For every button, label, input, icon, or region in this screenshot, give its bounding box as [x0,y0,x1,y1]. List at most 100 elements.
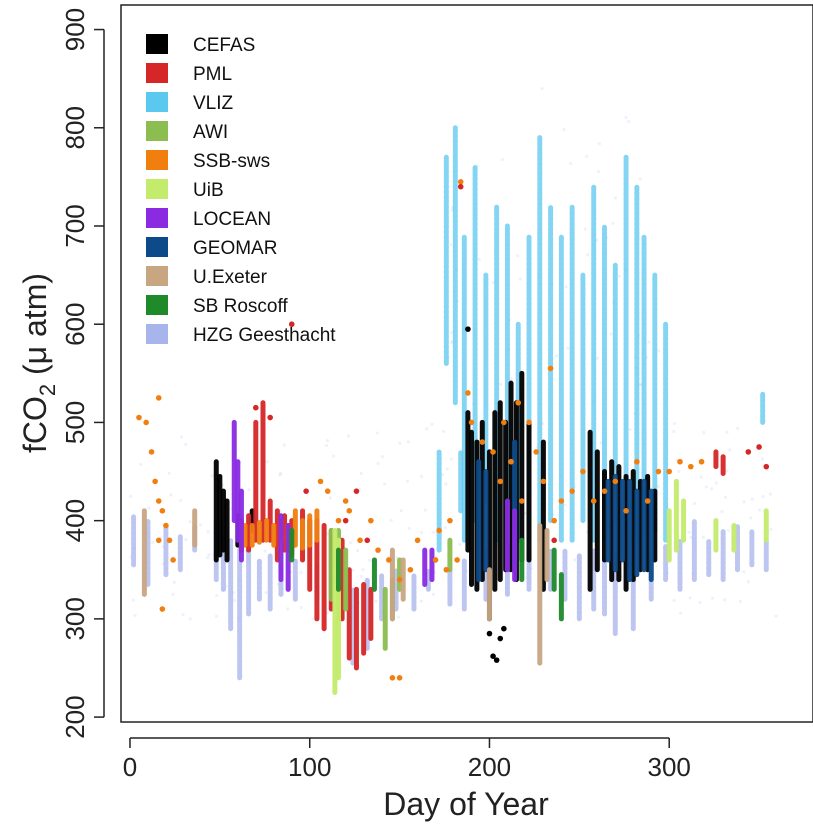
legend-swatch [146,237,168,257]
legend-label: LOCEAN [193,209,271,230]
legend-label: CEFAS [193,35,255,56]
faint-point [408,527,411,530]
faint-point [207,553,210,556]
faint-point [569,162,572,165]
legend-swatch [146,63,168,83]
legend-swatch [146,179,168,199]
faint-point [586,253,589,256]
faint-point [349,541,352,544]
faint-point [628,428,631,431]
x-tick-label: 100 [288,752,331,782]
faint-point [705,485,708,488]
legend-label: VLIZ [193,93,234,114]
faint-point [129,495,132,498]
data-point [364,537,370,543]
data-point [163,523,169,529]
data-point [368,518,374,524]
faint-point [278,473,281,476]
legend-label: SB Roscoff [193,296,288,317]
faint-point [614,196,617,199]
faint-point [565,285,568,288]
faint-point [266,460,269,463]
faint-point [211,474,214,477]
faint-point [725,431,728,434]
data-point [447,518,453,524]
faint-point [720,510,723,513]
faint-point [618,275,621,278]
faint-point [728,448,731,451]
x-tick-label: 200 [468,752,511,782]
data-point [677,459,683,465]
data-point [494,657,500,663]
faint-point [446,467,449,470]
faint-point [286,607,289,610]
faint-point [390,519,393,522]
y-tick-label: 400 [60,499,90,542]
faint-point [180,435,183,438]
faint-point [406,480,409,483]
legend-label: GEOMAR [193,238,277,259]
faint-point [381,455,384,458]
data-point [343,518,349,524]
faint-point [573,558,576,561]
data-point [386,557,392,563]
faint-point [715,482,718,485]
faint-point [332,454,335,457]
data-point [136,415,142,421]
faint-point [519,277,522,280]
y-axis-title-suffix: (μ atm) [17,273,53,384]
faint-point [181,613,184,616]
data-point [490,449,496,455]
faint-point [751,498,754,501]
faint-point [420,475,423,478]
y-tick-label: 700 [60,204,90,247]
data-point [170,557,176,563]
faint-point [711,597,714,600]
faint-point [639,177,642,180]
data-point [325,488,331,494]
faint-point [173,581,176,584]
faint-point [283,444,286,447]
data-point [346,508,352,514]
data-point [497,636,503,642]
legend-swatch [146,295,168,315]
x-tick-label: 300 [648,752,691,782]
faint-point [442,430,445,433]
faint-point [139,463,142,466]
faint-point [265,591,268,594]
data-point [580,469,586,475]
data-point [497,479,503,485]
faint-point [383,483,386,486]
faint-point [624,116,627,119]
legend-swatch [146,324,168,344]
data-point [458,184,464,190]
faint-point [689,596,692,599]
faint-point [450,458,453,461]
faint-point [374,600,377,603]
faint-point [189,617,192,620]
data-point [156,498,162,504]
faint-point [478,258,481,261]
faint-point [585,155,588,158]
legend-entry-sb-roscoff: SB Roscoff [146,295,288,317]
data-point [160,508,166,514]
data-point [541,479,547,485]
data-point [487,631,493,637]
faint-point [362,568,365,571]
faint-point [562,128,565,131]
data-point [645,498,651,504]
data-point [469,420,475,426]
legend-label: AWI [193,122,228,143]
data-point [465,390,471,396]
faint-point [184,538,187,541]
legend-swatch [146,150,168,170]
legend-entry-geomar: GEOMAR [146,237,277,259]
data-point [745,449,751,455]
faint-point [723,598,726,601]
data-point [569,488,575,494]
faint-point [679,612,682,615]
faint-point [207,530,210,533]
data-point [336,518,342,524]
legend-entry-u-exeter: U.Exeter [146,266,268,288]
faint-point [420,600,423,603]
